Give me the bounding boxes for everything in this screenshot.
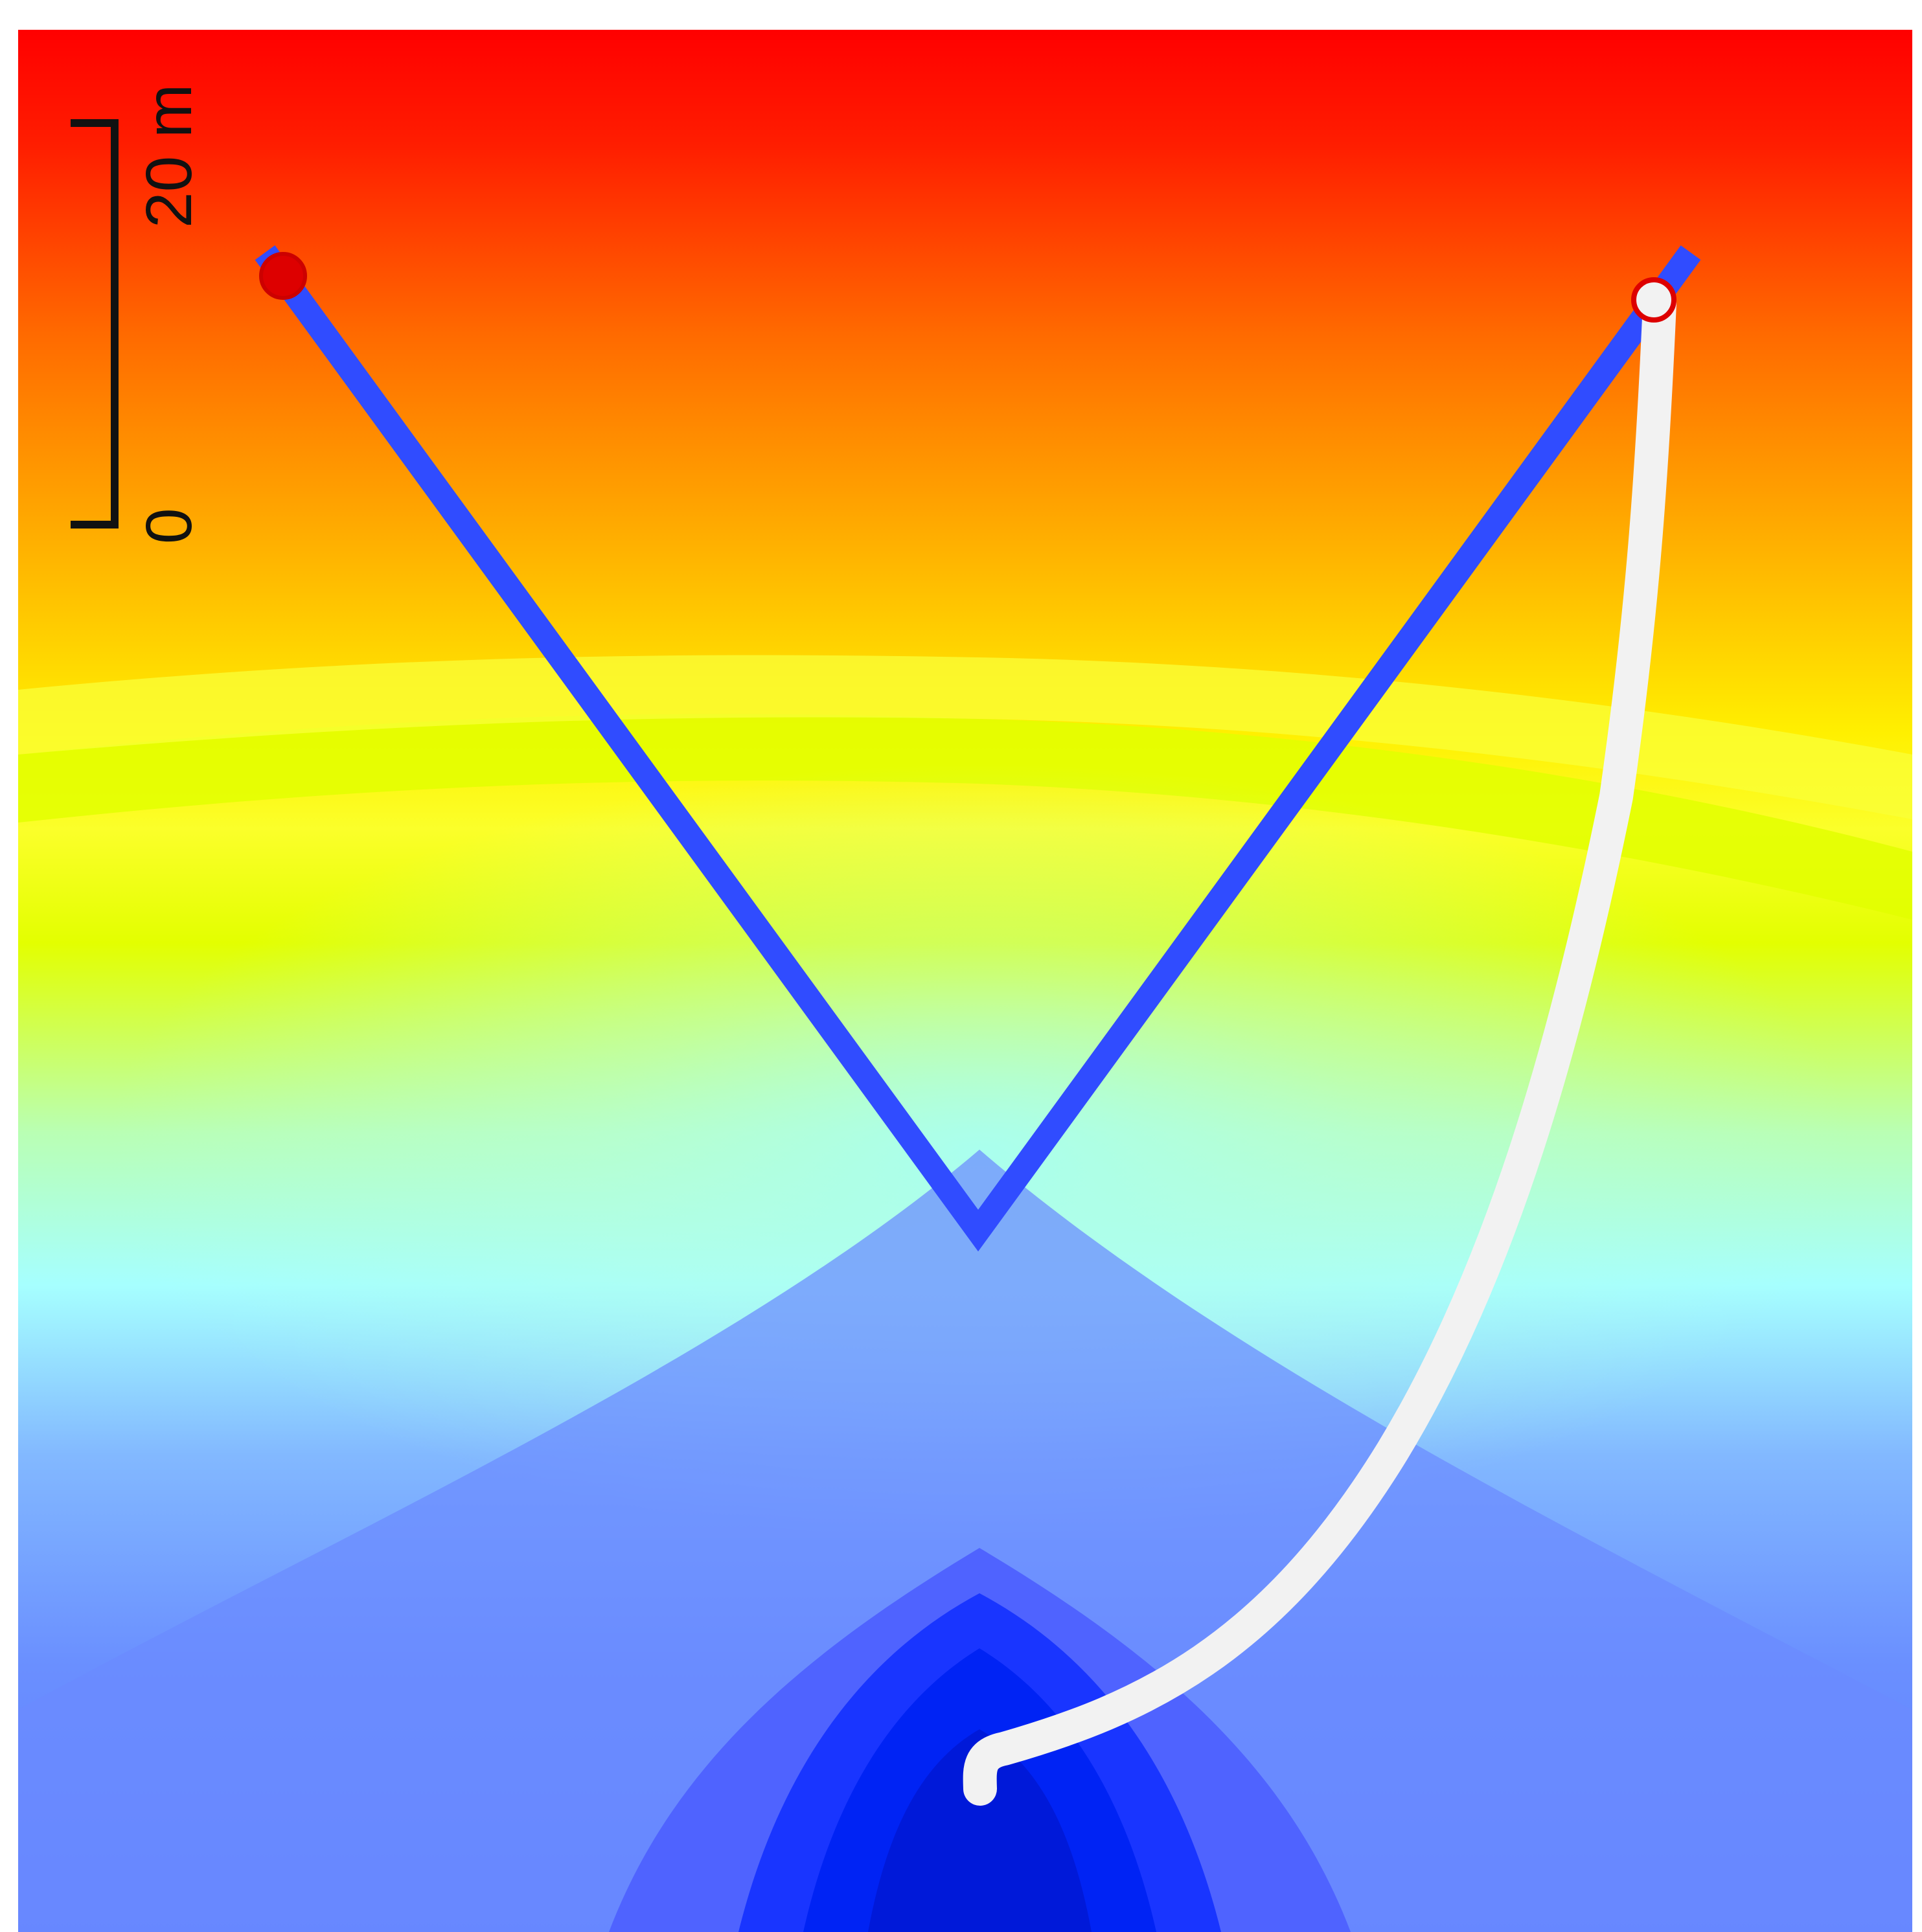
markers (259, 252, 1676, 323)
scale-bar: 20 m 0 (71, 84, 205, 544)
start-marker-left (259, 252, 307, 300)
trajectory-group (963, 286, 1676, 1806)
start-marker-right (1631, 277, 1676, 323)
warm-contour-band (18, 714, 1912, 920)
v-path (255, 245, 1701, 1252)
trajectory-path (963, 286, 1676, 1806)
scale-label-top: 20 m (133, 84, 205, 228)
scale-label-bottom: 0 (133, 508, 205, 544)
blue-field-region (18, 1150, 1912, 1932)
v-path-group (255, 245, 1701, 1252)
deep-blue-contour-4 (868, 1729, 1092, 1932)
yellow-contour-band (18, 655, 1912, 819)
